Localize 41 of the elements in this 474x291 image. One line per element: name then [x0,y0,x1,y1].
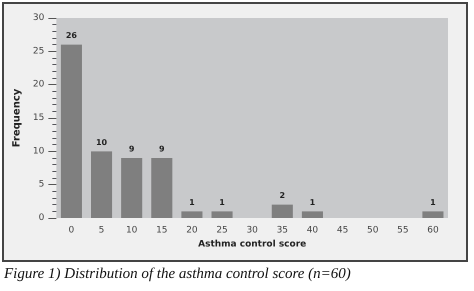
data-label: 1 [430,198,436,207]
data-label: 9 [159,144,166,154]
y-tick-label: 15 [32,113,44,123]
bar [212,211,233,218]
y-tick-label: 25 [32,46,44,56]
x-tick-label: 0 [68,226,75,236]
data-label: 2 [280,191,286,200]
bar [151,158,172,218]
bar [181,211,202,218]
x-tick-label: 20 [186,226,198,236]
y-axis-title: Frequency [12,88,22,148]
bar [91,151,112,218]
bar [422,211,444,218]
x-tick-label: 15 [156,226,168,236]
x-tick-label: 50 [366,226,379,236]
bar [60,44,82,218]
caption: Figure 1) Distribution of the asthma control score (n=60) [4,266,351,283]
bar [302,211,323,218]
x-tick-label: 45 [336,226,348,236]
y-tick-label: 5 [38,180,44,190]
y-tick-label: 0 [38,213,45,223]
x-tick-label: 55 [397,226,409,236]
y-tick-label: 20 [32,80,45,90]
x-axis-title: Asthma control score [198,240,306,250]
data-label: 26 [66,31,78,40]
data-label: 1 [310,198,316,207]
y-tick-label: 30 [32,13,45,23]
data-label: 9 [128,144,135,154]
bar [272,204,293,218]
x-tick-label: 60 [427,226,439,236]
y-tick-label: 10 [32,146,45,156]
x-tick-label: 10 [126,226,138,236]
data-label: 1 [219,198,226,207]
x-tick-label: 30 [246,226,258,236]
data-label: 1 [189,198,196,207]
x-tick-label: 35 [276,226,288,236]
bar [121,158,142,218]
data-label: 10 [96,138,108,147]
x-tick-label: 5 [98,226,104,236]
x-tick-label: 25 [216,226,228,236]
x-tick-label: 40 [306,226,318,236]
